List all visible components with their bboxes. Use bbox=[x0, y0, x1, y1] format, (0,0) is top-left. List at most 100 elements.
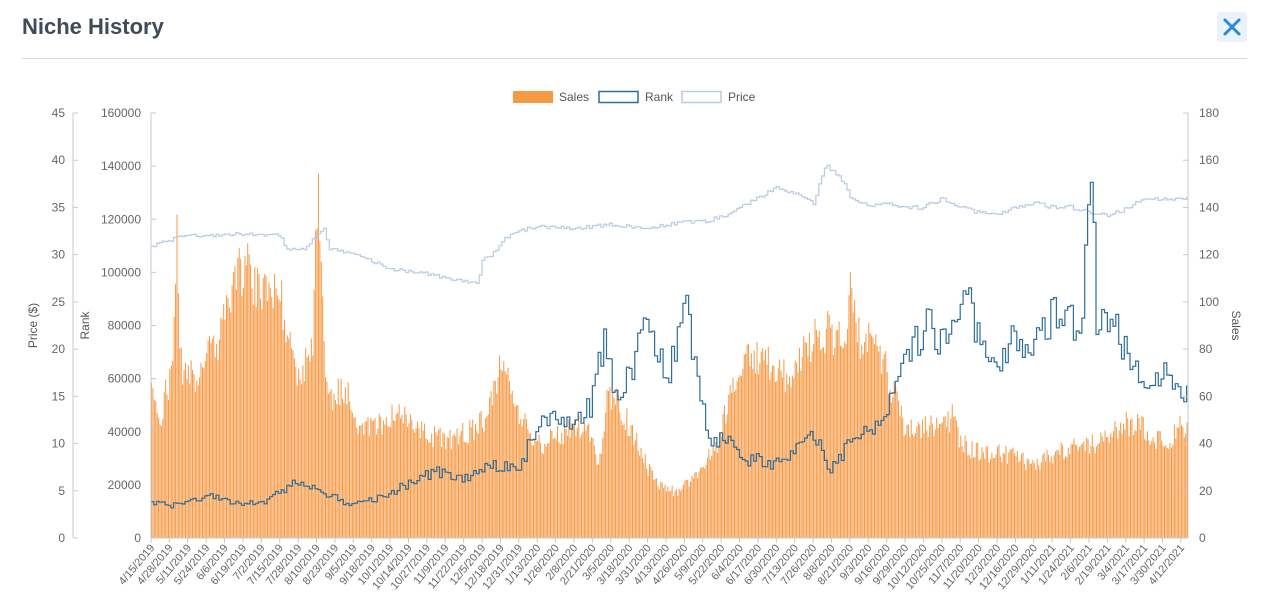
sales-bar bbox=[245, 265, 247, 538]
sales-bar bbox=[716, 452, 718, 538]
sales-bar bbox=[706, 457, 709, 538]
sales-bar bbox=[204, 361, 206, 538]
sales-bar bbox=[449, 429, 451, 538]
sales-bar bbox=[1121, 433, 1123, 538]
sales-bar bbox=[828, 314, 830, 538]
sales-bar bbox=[1033, 463, 1035, 538]
sales-bar bbox=[1009, 449, 1011, 538]
sales-bar bbox=[295, 366, 297, 538]
sales-bar bbox=[957, 427, 959, 538]
sales-bar bbox=[596, 465, 598, 538]
sales-bar bbox=[856, 342, 858, 538]
sales-bar bbox=[888, 394, 890, 538]
sales-axis-tick-label: 180 bbox=[1199, 106, 1219, 120]
sales-bar bbox=[1182, 426, 1184, 538]
sales-bar bbox=[680, 490, 682, 538]
sales-bar bbox=[341, 398, 344, 538]
sales-bar bbox=[1039, 469, 1041, 538]
sales-bar bbox=[847, 329, 849, 538]
price-axis-tick-label: 15 bbox=[52, 389, 66, 403]
sales-bar bbox=[987, 446, 989, 538]
sales-bar bbox=[1142, 417, 1144, 538]
sales-bar bbox=[371, 420, 373, 538]
sales-bar bbox=[1149, 444, 1151, 538]
page-title: Niche History bbox=[22, 14, 164, 39]
sales-bar bbox=[757, 374, 759, 538]
sales-bar bbox=[538, 434, 540, 538]
price-series-line bbox=[151, 164, 1188, 284]
sales-bar bbox=[235, 289, 237, 538]
sales-bar bbox=[920, 438, 922, 538]
sales-bar bbox=[443, 433, 445, 538]
sales-bar bbox=[562, 444, 564, 538]
sales-bar bbox=[368, 435, 370, 538]
sales-bar bbox=[930, 415, 932, 538]
sales-bar bbox=[566, 435, 568, 538]
sales-bar bbox=[607, 390, 609, 538]
sales-bar bbox=[910, 419, 912, 538]
sales-bar bbox=[691, 475, 693, 538]
sales-bar bbox=[450, 448, 452, 538]
sales-bar bbox=[381, 434, 383, 538]
sales-bar bbox=[718, 445, 720, 538]
sales-bar bbox=[1135, 431, 1137, 538]
sales-bar bbox=[862, 354, 864, 538]
sales-bar bbox=[1144, 438, 1146, 538]
sales-bar bbox=[1122, 423, 1124, 538]
sales-bar bbox=[432, 446, 434, 538]
sales-bar bbox=[530, 433, 532, 538]
sales-bar bbox=[262, 277, 264, 538]
sales-bar bbox=[218, 339, 220, 538]
sales-bar bbox=[1151, 440, 1153, 538]
price-axis-tick-label: 30 bbox=[52, 248, 66, 262]
sales-bar bbox=[767, 346, 769, 538]
sales-bar bbox=[1032, 460, 1034, 538]
sales-bar bbox=[746, 344, 748, 538]
sales-bar bbox=[506, 374, 508, 538]
sales-bar bbox=[937, 427, 939, 538]
sales-bar bbox=[905, 434, 907, 538]
sales-axis-tick-label: 0 bbox=[1199, 531, 1206, 545]
sales-bar bbox=[508, 380, 510, 538]
sales-bar bbox=[869, 332, 871, 538]
sales-bar bbox=[858, 317, 860, 538]
sales-bar bbox=[325, 376, 327, 538]
sales-bar bbox=[742, 368, 744, 538]
sales-bar bbox=[732, 377, 734, 538]
sales-bar bbox=[448, 437, 450, 538]
sales-bar bbox=[1114, 421, 1116, 538]
sales-bar bbox=[306, 357, 308, 538]
sales-bar bbox=[879, 345, 881, 538]
sales-bar bbox=[193, 374, 195, 538]
sales-bar bbox=[187, 365, 189, 538]
sales-bar bbox=[357, 434, 359, 538]
price-axis-tick-label: 0 bbox=[58, 531, 65, 545]
sales-bar bbox=[424, 423, 426, 538]
sales-bar bbox=[346, 404, 348, 538]
sales-bar bbox=[929, 425, 931, 538]
legend-swatch-sales bbox=[513, 91, 553, 103]
sales-bar bbox=[1098, 442, 1100, 538]
sales-bar bbox=[656, 478, 658, 538]
sales-bar bbox=[269, 288, 271, 538]
sales-bar bbox=[907, 424, 909, 538]
sales-bar bbox=[1127, 418, 1129, 538]
sales-bar bbox=[620, 420, 622, 538]
sales-bar bbox=[660, 481, 662, 538]
sales-bar bbox=[224, 319, 226, 538]
sales-bar bbox=[517, 404, 519, 538]
sales-bar bbox=[1028, 459, 1030, 538]
sales-bar bbox=[411, 419, 413, 538]
sales-bar bbox=[230, 312, 232, 538]
sales-bar bbox=[1076, 445, 1078, 538]
sales-bar bbox=[583, 423, 585, 538]
sales-bar bbox=[903, 435, 905, 538]
sales-bar bbox=[470, 427, 472, 538]
sales-bar bbox=[414, 432, 416, 538]
sales-bar bbox=[252, 304, 254, 538]
sales-bar bbox=[299, 379, 301, 538]
sales-bar bbox=[332, 410, 334, 538]
sales-bar bbox=[950, 418, 952, 538]
close-button[interactable] bbox=[1217, 12, 1247, 42]
sales-bar bbox=[667, 486, 669, 538]
